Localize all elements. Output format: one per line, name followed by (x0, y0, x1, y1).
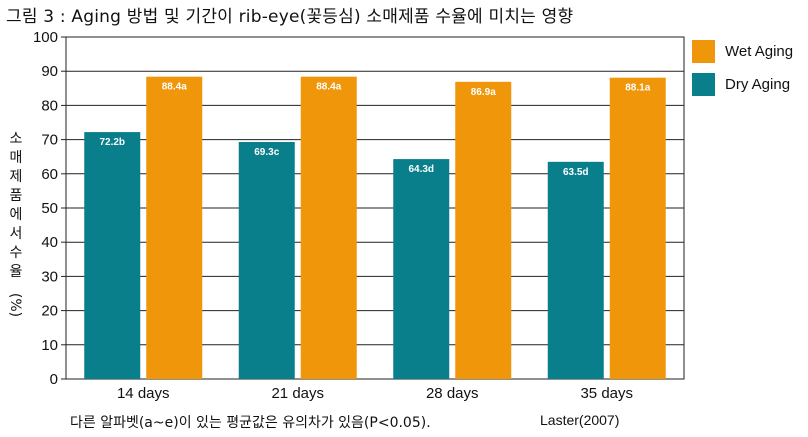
data-label: 86.9a (471, 87, 496, 98)
y-axis-label-char: 제 (10, 169, 23, 185)
x-tick-label: 14 days (117, 385, 170, 402)
y-tick-label: 20 (41, 303, 58, 320)
chart-title: 그림 3 : Aging 방법 및 기간이 rib-eye(꽃등심) 소매제품 … (6, 7, 574, 27)
y-tick-label: 70 (41, 132, 58, 149)
legend-swatch-dry (692, 73, 715, 96)
bar-wet-21-days (300, 76, 357, 379)
legend-item-wet: Wet Aging (692, 40, 793, 63)
y-tick-label: 0 (50, 371, 58, 388)
y-axis-label-char: 품 (10, 188, 23, 204)
y-tick-label: 50 (41, 200, 58, 217)
data-label: 88.4a (162, 82, 187, 93)
x-tick-label: 35 days (580, 385, 633, 402)
data-label: 88.4a (316, 82, 341, 93)
y-tick-label: 80 (41, 97, 58, 114)
y-tick-label: 100 (33, 29, 58, 46)
bars: 72.2b 88.4a 69.3c 88.4a 64.3d 86.9a 63.5d 88.1a (84, 76, 666, 379)
y-tick-label: 30 (41, 268, 58, 285)
x-tick-label: 21 days (271, 385, 324, 402)
y-tick-label: 40 (41, 234, 58, 251)
source-citation: Laster(2007) (540, 412, 620, 428)
x-axis-ticks: 14 days 21 days 28 days 35 days (117, 385, 633, 402)
bar-dry-21-days (238, 141, 295, 379)
legend-item-dry: Dry Aging (692, 73, 793, 96)
y-axis-ticks: 0 10 20 30 40 50 60 70 80 90 100 (33, 29, 66, 388)
legend-label-wet: Wet Aging (725, 43, 794, 60)
y-axis-label-char: 서 (10, 226, 23, 242)
bar-wet-28-days (455, 81, 512, 379)
y-tick-label: 10 (41, 337, 58, 354)
y-tick-label: 90 (41, 63, 58, 80)
bar-dry-14-days (84, 132, 141, 379)
y-axis-label-char: (%) (7, 293, 23, 317)
y-axis-label-char: 율 (10, 264, 23, 280)
legend-label-dry: Dry Aging (725, 76, 791, 93)
bar-dry-35-days (547, 161, 604, 379)
data-label: 88.1a (625, 83, 650, 94)
y-axis-label-char: 수 (10, 245, 23, 261)
y-axis-label-char: 소 (10, 131, 23, 147)
data-label: 64.3d (408, 164, 434, 175)
bar-wet-14-days (146, 76, 203, 379)
data-label: 63.5d (563, 167, 589, 178)
bar-wet-35-days (609, 77, 666, 379)
y-tick-label: 60 (41, 166, 58, 183)
y-axis-label-char: 에 (10, 207, 23, 223)
footnote: 다른 알파벳(a~e)이 있는 평균값은 유의차가 있음(P<0.05). (70, 415, 431, 431)
legend-swatch-wet (692, 40, 715, 63)
legend: Wet Aging Dry Aging (692, 40, 793, 106)
y-axis-label-char: 매 (10, 150, 23, 166)
data-label: 69.3c (254, 147, 279, 158)
data-label: 72.2b (99, 137, 125, 148)
bar-dry-28-days (393, 159, 450, 379)
x-tick-label: 28 days (426, 385, 479, 402)
